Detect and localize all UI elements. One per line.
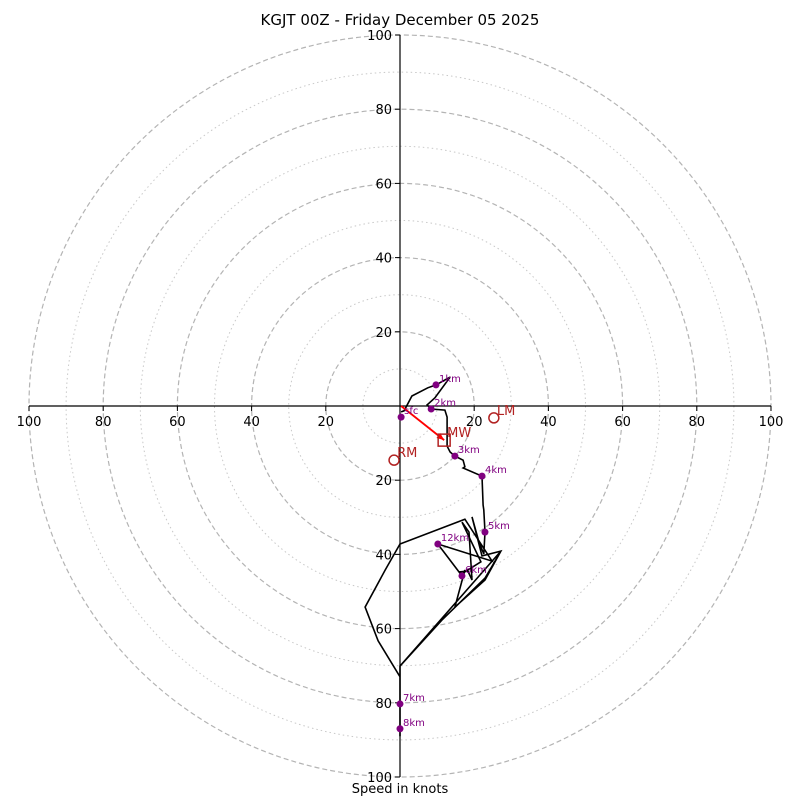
x-tick-label: 60 xyxy=(614,415,631,430)
x-tick-label: 80 xyxy=(95,415,112,430)
height-label-7km: 7km xyxy=(403,693,425,704)
y-tick-label: 20 xyxy=(375,326,392,341)
height-dot-3km xyxy=(451,452,459,460)
x-tick-label: 20 xyxy=(318,415,335,430)
height-dot-5km xyxy=(481,528,489,536)
marker-label-lm: LM xyxy=(497,404,515,419)
height-label-8km: 8km xyxy=(403,718,425,729)
storm-motion-arrow xyxy=(400,405,445,441)
y-tick-label: 60 xyxy=(375,623,392,638)
marker-label-mw: MW xyxy=(447,426,471,441)
height-dot-sfc xyxy=(397,413,405,421)
chart-title: KGJT 00Z - Friday December 05 2025 xyxy=(260,11,540,29)
x-tick-label: 100 xyxy=(759,415,784,430)
x-tick-label: 100 xyxy=(17,415,42,430)
x-axis-label: Speed in knots xyxy=(351,782,449,797)
y-tick-label: 40 xyxy=(375,548,392,563)
height-label-sfc: sfc xyxy=(404,406,418,417)
y-tick-label: 60 xyxy=(375,177,392,192)
height-dot-2km xyxy=(427,405,435,413)
height-dot-1km xyxy=(432,381,440,389)
height-dot-7km xyxy=(396,700,404,708)
hodograph-trace xyxy=(364,376,503,737)
y-tick-label: 20 xyxy=(375,474,392,489)
marker-label-rm: RM xyxy=(397,446,417,461)
height-label-1km: 1km xyxy=(439,374,461,385)
y-tick-label: 100 xyxy=(367,29,392,44)
height-dot-4km xyxy=(478,472,486,480)
marker-rm xyxy=(388,454,400,466)
x-tick-label: 80 xyxy=(689,415,706,430)
height-label-12km: 12km xyxy=(441,533,469,544)
x-tick-label: 40 xyxy=(540,415,557,430)
height-label-6km: 6km xyxy=(465,565,487,576)
height-label-5km: 5km xyxy=(488,521,510,532)
height-label-2km: 2km xyxy=(434,398,456,409)
marker-mw xyxy=(437,433,451,447)
y-tick-label: 40 xyxy=(375,252,392,267)
y-tick-label: 80 xyxy=(375,697,392,712)
y-tick-label: 100 xyxy=(367,771,392,786)
marker-lm xyxy=(488,412,500,424)
y-tick-label: 80 xyxy=(375,103,392,118)
height-label-3km: 3km xyxy=(458,445,480,456)
x-tick-label: 20 xyxy=(466,415,483,430)
height-dot-6km xyxy=(458,572,466,580)
height-label-4km: 4km xyxy=(485,465,507,476)
x-tick-label: 40 xyxy=(243,415,260,430)
x-tick-label: 60 xyxy=(169,415,186,430)
height-dot-8km xyxy=(396,725,404,733)
height-dot-12km xyxy=(434,540,442,548)
